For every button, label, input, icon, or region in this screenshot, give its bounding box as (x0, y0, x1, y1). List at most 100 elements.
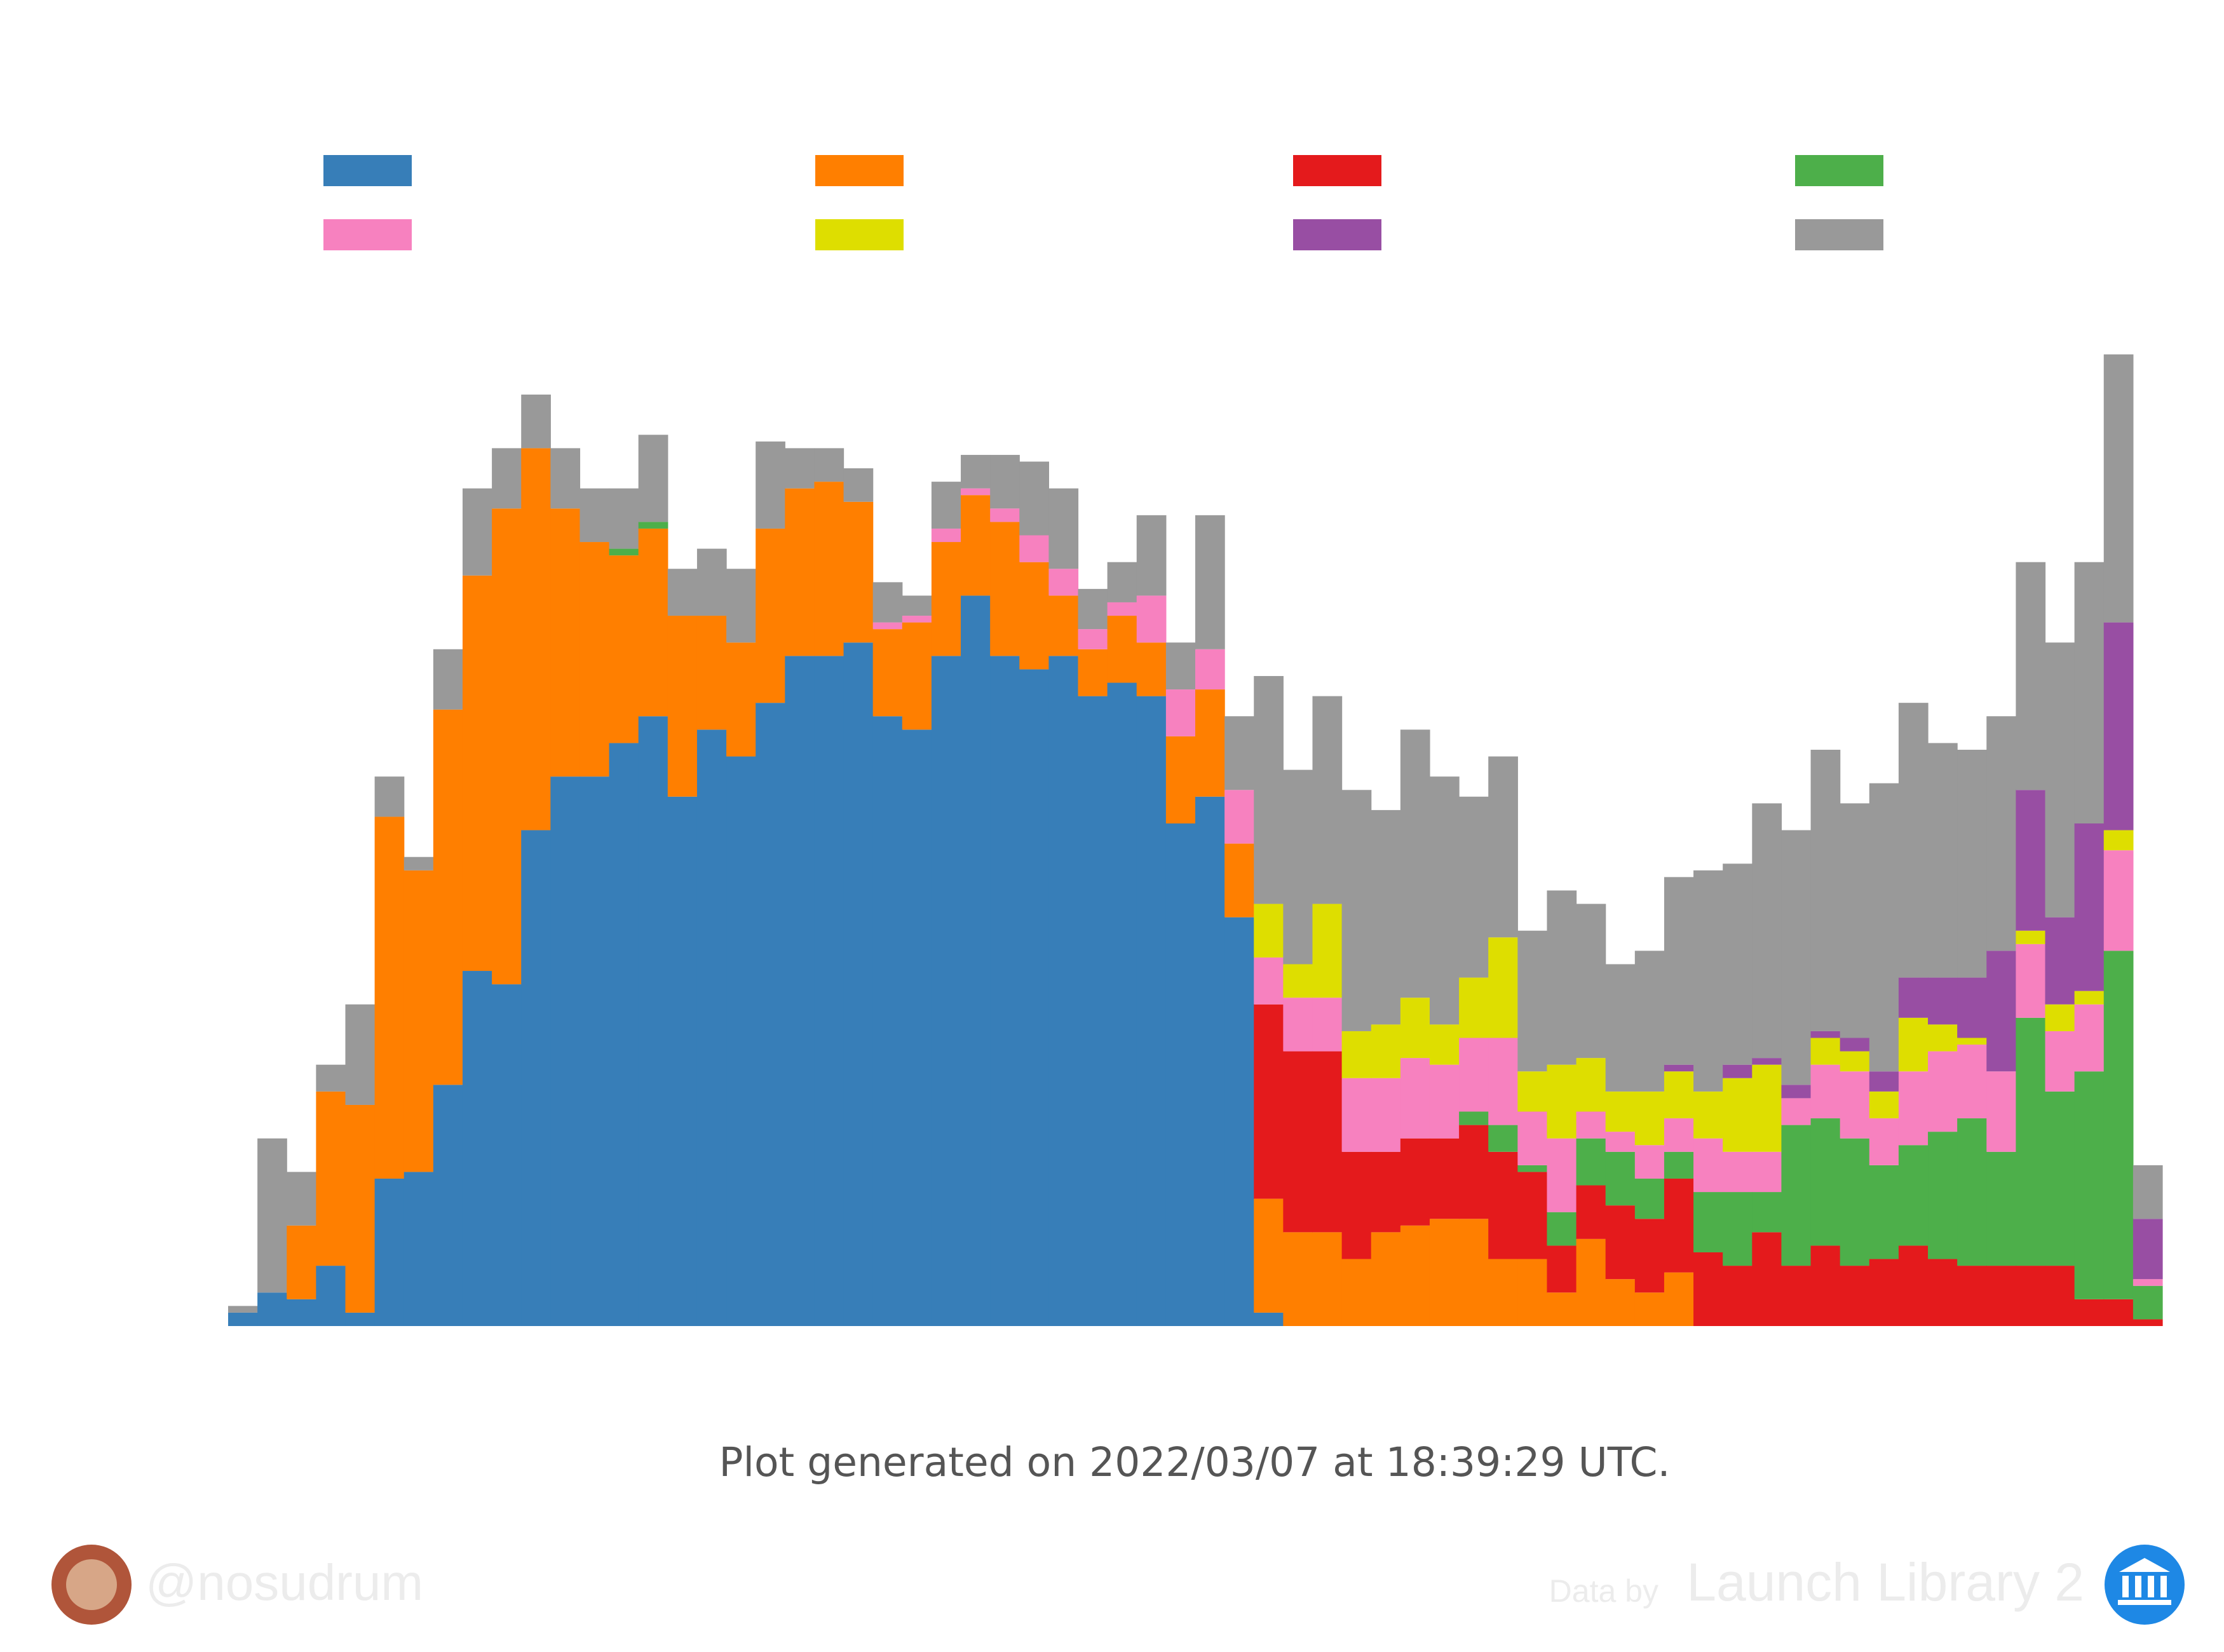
bar-segment (1224, 917, 1254, 1326)
bar-segment (433, 1085, 463, 1326)
bar-segment (1195, 689, 1225, 797)
bar-segment (2074, 823, 2105, 991)
bar-segment (638, 522, 668, 529)
avatar-figure (66, 1559, 117, 1610)
bar-segment (1224, 843, 1254, 917)
bar-segment (2074, 1071, 2105, 1299)
bar-segment (667, 796, 698, 1326)
bar-segment (1429, 1064, 1460, 1139)
bar-segment (403, 856, 434, 870)
bar-segment (1752, 803, 1782, 1059)
bar-segment (1928, 1024, 1958, 1052)
bar-segment (2016, 790, 2046, 931)
bar-segment (257, 1138, 287, 1293)
bar-segment (2103, 850, 2134, 951)
bar-segment (961, 454, 991, 489)
bar-segment (403, 1172, 434, 1326)
bar-segment (814, 482, 844, 656)
bar-segment (1078, 588, 1108, 630)
bar-segment (1371, 1024, 1401, 1078)
bar-segment (1752, 1232, 1782, 1326)
credit-prefix: Data by (1549, 1573, 1658, 1609)
bar-segment (2132, 1165, 2163, 1219)
bar-segment (1898, 1071, 1929, 1146)
bar-segment (756, 441, 785, 529)
bar-segment (1341, 790, 1372, 1031)
bar-segment (1928, 977, 1958, 1025)
bar-segment (1693, 1138, 1723, 1193)
bar-segment (1107, 616, 1137, 683)
bar-segment (1488, 1151, 1518, 1259)
bar-segment (1986, 951, 2016, 1072)
bar-segment (1517, 1165, 1548, 1172)
bar-segment (638, 528, 668, 717)
bar-segment (2074, 1004, 2105, 1072)
bar-segment (462, 971, 492, 1326)
bar-segment (1459, 1038, 1489, 1112)
bar-segment (1869, 1118, 1899, 1165)
bar-segment (1723, 1078, 1753, 1152)
bar-segment (1488, 937, 1518, 1038)
bar-segment (403, 870, 434, 1172)
legend-swatch (1795, 155, 1883, 186)
legend-swatch (1293, 219, 1381, 250)
bar-segment (2103, 830, 2134, 851)
bar-segment (1634, 1178, 1665, 1219)
bar-segment (1224, 716, 1254, 790)
bar-segment (228, 1306, 258, 1313)
bar-segment (1664, 1151, 1694, 1179)
bar-segment (1723, 1064, 1753, 1078)
bar-segment (345, 1312, 376, 1326)
bar-segment (433, 649, 463, 710)
bar-segment (287, 1172, 316, 1226)
bar-segment (1957, 749, 1987, 978)
bar-segment (990, 508, 1020, 522)
bar-segment (2103, 354, 2134, 623)
bar-segment (1723, 1266, 1753, 1326)
bar-segment (1840, 1038, 1870, 1052)
bar-segment (1312, 904, 1343, 998)
bar-segment (1283, 1232, 1313, 1326)
bar-segment (1048, 595, 1079, 656)
bar-segment (1547, 1212, 1577, 1246)
bar-segment (550, 448, 581, 509)
bar-segment (1781, 830, 1812, 1085)
bar-segment (902, 616, 932, 623)
bar-segment (1517, 1071, 1548, 1112)
bar-segment (1400, 1058, 1430, 1139)
bar-segment (1107, 682, 1137, 1326)
bar-segment (1312, 1232, 1343, 1326)
bar-segment (1957, 1045, 1987, 1119)
bar-segment (1283, 964, 1313, 998)
bar-segment (2016, 930, 2046, 944)
bar-segment (1195, 515, 1225, 649)
bar-segment (1957, 1038, 1987, 1045)
bar-segment (1840, 1051, 1870, 1072)
bar-segment (1810, 1064, 1841, 1119)
bar-segment (843, 642, 874, 1326)
bar-segment (1078, 629, 1108, 649)
bar-segment (1341, 1078, 1372, 1152)
bar-segment (433, 709, 463, 1085)
bar-segment (1488, 1038, 1518, 1125)
bar-segment (1165, 823, 1196, 1326)
bar-segment (990, 656, 1020, 1326)
bar-segment (1107, 602, 1137, 616)
bar-segment (667, 616, 698, 797)
legend-swatch (815, 219, 904, 250)
bar-segment (1254, 1004, 1284, 1199)
bar-segment (1605, 1151, 1636, 1206)
bars (228, 354, 2163, 1326)
bar-segment (316, 1091, 346, 1266)
bar-segment (1224, 790, 1254, 844)
bar-segment (1459, 796, 1489, 978)
bar-segment (1840, 1266, 1870, 1326)
bar-segment (843, 468, 874, 502)
bar-segment (756, 528, 785, 703)
bar-segment (1547, 1292, 1577, 1326)
bar-segment (1723, 863, 1753, 1065)
bar-segment (1898, 1245, 1929, 1326)
bar-segment (1488, 1259, 1518, 1326)
bar-segment (1869, 1071, 1899, 1092)
bar-segment (1547, 1245, 1577, 1293)
